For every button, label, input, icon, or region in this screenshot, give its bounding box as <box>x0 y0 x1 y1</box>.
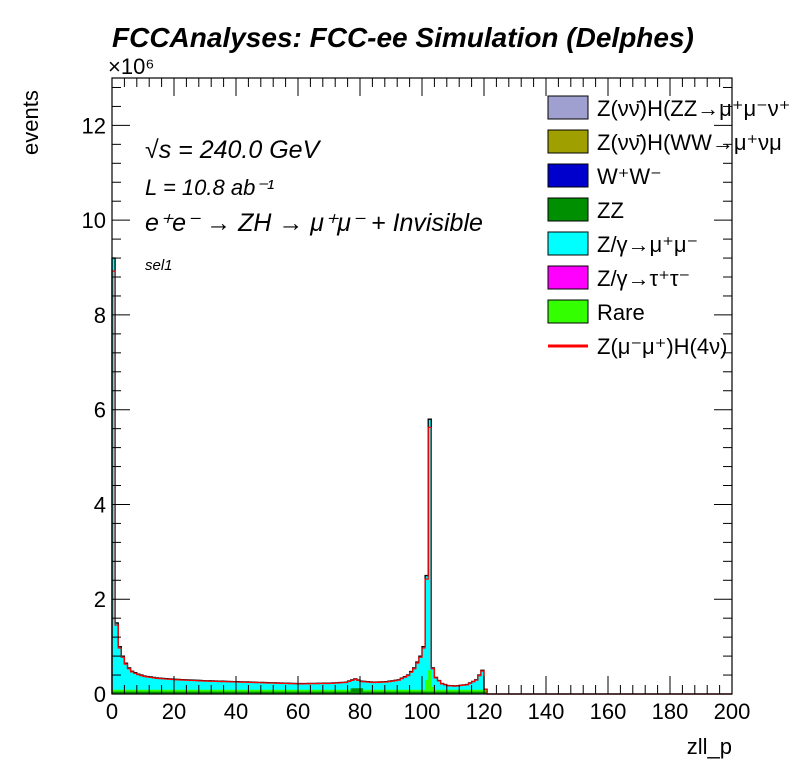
x-tick-label: 160 <box>590 699 627 724</box>
x-tick-label: 0 <box>106 699 118 724</box>
y-tick-label: 6 <box>94 398 106 423</box>
annotation-selection: sel1 <box>145 257 173 274</box>
legend-label: Z(νν̄)H(ZZ→μ⁺μ⁻ν⁺ <box>597 96 790 121</box>
y-tick-label: 12 <box>82 113 106 138</box>
y-axis-label: events <box>18 90 43 155</box>
legend-label: Z(νν̄)H(WW→μ⁺νμ <box>597 130 782 155</box>
x-tick-label: 120 <box>466 699 503 724</box>
y-tick-label: 10 <box>82 208 106 233</box>
annotation-luminosity: L = 10.8 ab⁻¹ <box>145 175 274 200</box>
legend-swatch <box>547 265 589 290</box>
series-zz-area <box>112 688 732 694</box>
x-tick-label: 40 <box>224 699 248 724</box>
x-tick-label: 20 <box>162 699 186 724</box>
legend-label: W⁺W⁻ <box>597 164 662 189</box>
x-tick-label: 180 <box>652 699 689 724</box>
y-tick-label: 0 <box>94 682 106 707</box>
x-tick-label: 200 <box>714 699 751 724</box>
y-exponent-label: ×10⁶ <box>108 54 154 79</box>
x-tick-label: 100 <box>404 699 441 724</box>
annotation-sqrt-s: √s = 240.0 GeV <box>145 136 322 164</box>
legend-label: Z/γ→μ⁺μ⁻ <box>597 232 698 257</box>
x-tick-label: 80 <box>348 699 372 724</box>
y-tick-label: 2 <box>94 587 106 612</box>
axes <box>111 77 733 695</box>
legend-swatch <box>547 197 589 222</box>
legend-swatch <box>547 163 589 188</box>
legend-swatch <box>547 129 589 154</box>
annotation-process: e⁺e⁻ → ZH → μ⁺μ⁻ + Invisible <box>145 209 483 237</box>
x-tick-label: 60 <box>286 699 310 724</box>
tick-labels: 0 20 40 60 80 100 120 140 160 180 200 0 2 4 6 8 10 12 <box>82 113 751 724</box>
legend: Z(νν̄)H(ZZ→μ⁺μ⁻ν⁺ Z(νν̄)H(WW→μ⁺νμ W⁺W⁻ ZZ Z/… <box>547 95 790 359</box>
y-tick-label: 8 <box>94 303 106 328</box>
x-tick-label: 140 <box>528 699 565 724</box>
legend-swatch <box>547 95 589 120</box>
legend-label: ZZ <box>597 198 624 223</box>
legend-swatch <box>547 299 589 324</box>
x-axis-label: zll_p <box>687 734 732 759</box>
legend-label: Rare <box>597 300 645 325</box>
legend-label: Z/γ→τ⁺τ⁻ <box>597 266 690 291</box>
chart-title: FCCAnalyses: FCC-ee Simulation (Delphes) <box>112 22 694 53</box>
y-tick-label: 4 <box>94 492 106 517</box>
legend-swatch <box>547 231 589 256</box>
legend-label: Z(μ⁻μ⁺)H(4ν) <box>597 334 727 359</box>
